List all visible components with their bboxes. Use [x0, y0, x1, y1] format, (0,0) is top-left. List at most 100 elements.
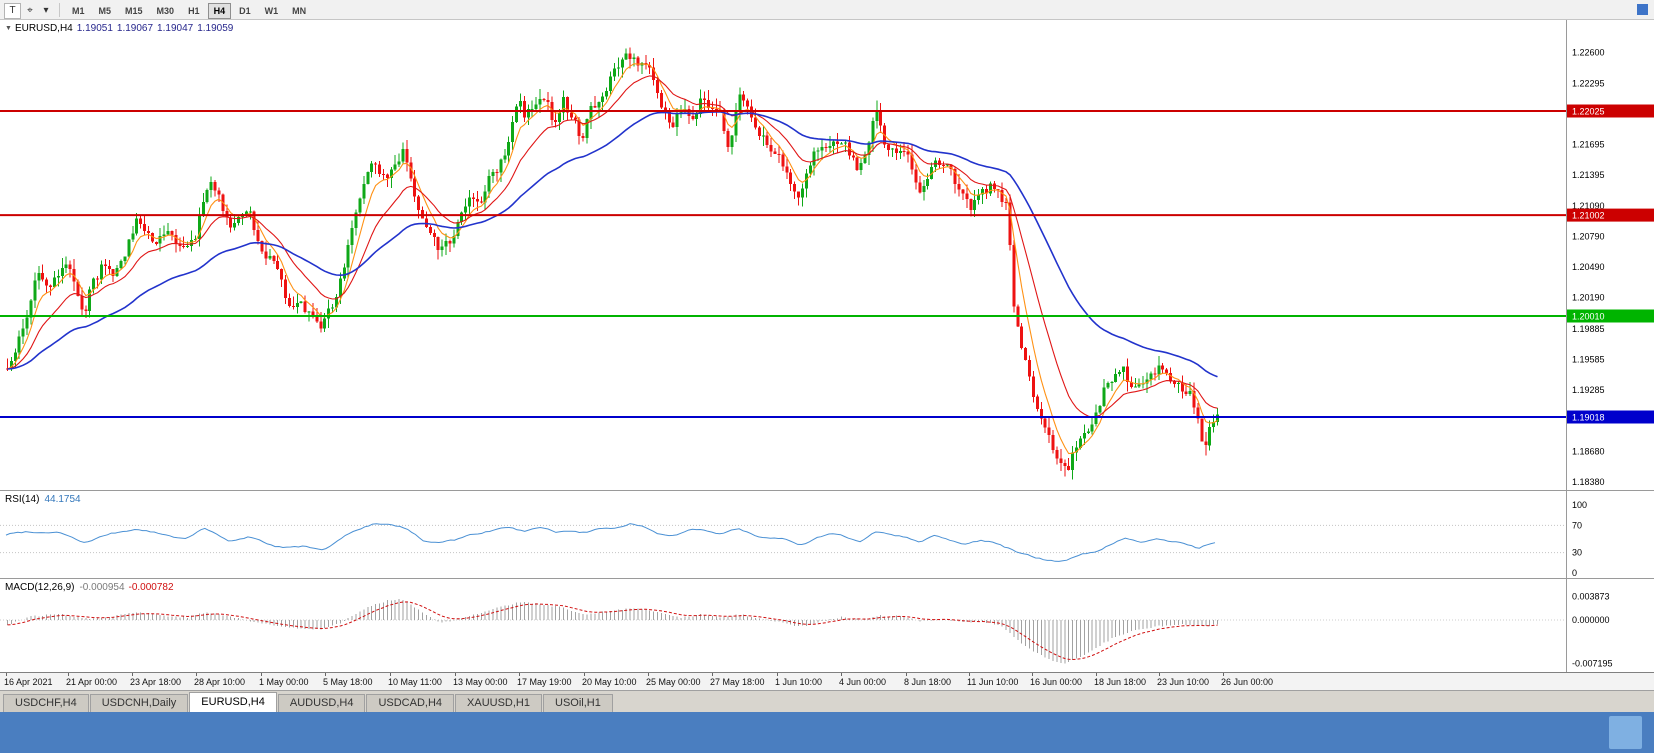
- price-tick: 1.20490: [1572, 262, 1605, 272]
- timeframe-button-m1[interactable]: M1: [72, 5, 85, 16]
- time-tick: [841, 673, 842, 676]
- chart-tab-xauusd-h1[interactable]: XAUUSD,H1: [455, 694, 542, 712]
- timeframe-toolbar: T ⌖ ▾ M1 M5 M15 M30 H1 H4 D1 W1 MN: [0, 0, 1654, 20]
- time-label: 25 May 00:00: [646, 677, 701, 687]
- macd-indicator-panel[interactable]: 0.003873 0.000000 -0.007195 MACD(12,26,9) -…: [0, 578, 1654, 673]
- time-tick: [1159, 673, 1160, 676]
- time-label: 11 Jun 10:00: [967, 677, 1019, 687]
- candles-layer: [6, 47, 1219, 480]
- time-tick: [68, 673, 69, 676]
- time-tick: [519, 673, 520, 676]
- price-tick: 1.22295: [1572, 79, 1605, 89]
- price-tick: 1.19285: [1572, 385, 1605, 395]
- time-tick: [584, 673, 585, 676]
- time-tick: [1096, 673, 1097, 676]
- timeframe-button-d1[interactable]: D1: [239, 5, 251, 16]
- chart-tab-usdcnh-daily[interactable]: USDCNH,Daily: [89, 694, 189, 712]
- timeframe-button-m5[interactable]: M5: [98, 5, 112, 16]
- price-tick: 1.22600: [1572, 48, 1605, 58]
- rsi-level-label: 0: [1572, 568, 1577, 578]
- time-tick: [969, 673, 970, 676]
- time-label: 23 Jun 10:00: [1157, 677, 1210, 687]
- price-tick: 1.18380: [1572, 477, 1605, 487]
- timeframe-button-mn[interactable]: MN: [292, 5, 307, 16]
- price-tick: 1.20190: [1572, 293, 1605, 303]
- time-label: 17 May 19:00: [517, 677, 572, 687]
- price-tag: [1567, 410, 1654, 424]
- time-axis[interactable]: 16 Apr 2021 21 Apr 00:00 23 Apr 18:00 28 Ap…: [0, 672, 1654, 690]
- timeframe-button-m15[interactable]: M15: [125, 5, 143, 16]
- price-tick: 1.21695: [1572, 140, 1605, 150]
- timeframe-button-group: M1 M5 M15 M30 H1 H4 D1 W1 MN: [65, 1, 313, 19]
- price-tick: 1.19585: [1572, 354, 1605, 364]
- svg-text:1.20010: 1.20010: [1572, 312, 1605, 322]
- chart-tab-usdchf-h4[interactable]: USDCHF,H4: [3, 694, 89, 712]
- timeframe-button-h4[interactable]: H4: [207, 2, 232, 19]
- macd-signal-line: [7, 601, 1218, 661]
- time-label: 26 Jun 00:00: [1221, 677, 1274, 687]
- price-tag: [1567, 309, 1654, 323]
- time-label: 23 Apr 18:00: [130, 677, 182, 687]
- time-tick: [1032, 673, 1033, 676]
- price-tick: 1.21090: [1572, 201, 1605, 211]
- templates-icon[interactable]: T: [4, 3, 21, 19]
- time-tick: [6, 673, 7, 676]
- time-label: 28 Apr 10:00: [194, 677, 246, 687]
- candlestick-chart-canvas[interactable]: 1.226001.222951.219951.216951.213951.210…: [0, 20, 1654, 490]
- time-tick: [196, 673, 197, 676]
- svg-text:1.22025: 1.22025: [1572, 107, 1605, 117]
- macd-axis-label: 0.000000: [1572, 615, 1610, 625]
- rsi-chart-canvas[interactable]: 100 70 30 0: [0, 491, 1654, 579]
- chart-tab-audusd-h4[interactable]: AUDUSD,H4: [277, 694, 366, 712]
- macd-chart-canvas[interactable]: 0.003873 0.000000 -0.007195: [0, 579, 1654, 673]
- taskbar-button[interactable]: [1609, 716, 1642, 749]
- macd-axis-label: -0.007195: [1572, 658, 1613, 668]
- timeframe-button-m30[interactable]: M30: [156, 5, 175, 16]
- svg-text:1.19018: 1.19018: [1572, 413, 1605, 423]
- caret-down-icon[interactable]: ▾: [43, 5, 49, 16]
- time-label: 13 May 00:00: [453, 677, 508, 687]
- timeframe-button-h1[interactable]: H1: [188, 5, 200, 16]
- time-label: 5 May 18:00: [323, 677, 373, 687]
- rsi-line: [5, 523, 1216, 562]
- time-tick: [455, 673, 456, 676]
- timeframe-button-w1[interactable]: W1: [264, 5, 279, 16]
- time-label: 21 Apr 00:00: [66, 677, 118, 687]
- toolbar-overflow-button[interactable]: [1637, 4, 1648, 15]
- time-tick: [1223, 673, 1224, 676]
- time-label: 4 Jun 00:00: [839, 677, 887, 687]
- price-tick: 1.20790: [1572, 232, 1605, 242]
- toolbar-icon-group: T ⌖ ▾: [3, 0, 54, 19]
- rsi-level-label: 30: [1572, 548, 1582, 558]
- price-tick: 1.18680: [1572, 446, 1605, 456]
- chart-tab-eurusd-h4[interactable]: EURUSD,H4: [189, 692, 277, 712]
- time-label: 1 Jun 10:00: [775, 677, 823, 687]
- crosshair-icon[interactable]: ⌖: [27, 5, 33, 16]
- time-tick: [777, 673, 778, 676]
- time-tick: [390, 673, 391, 676]
- price-tick: 1.21395: [1572, 170, 1605, 180]
- chart-tab-usoil-h1[interactable]: USOil,H1: [543, 694, 613, 712]
- time-tick: [712, 673, 713, 676]
- time-label: 27 May 18:00: [710, 677, 765, 687]
- rsi-indicator-panel[interactable]: 100 70 30 0 RSI(14) 44.1754: [0, 490, 1654, 579]
- price-chart-panel[interactable]: 1.226001.222951.219951.216951.213951.210…: [0, 20, 1654, 490]
- time-tick: [261, 673, 262, 676]
- svg-text:1.21002: 1.21002: [1572, 211, 1605, 221]
- price-tag: [1567, 208, 1654, 222]
- time-tick: [132, 673, 133, 676]
- time-label: 20 May 10:00: [582, 677, 637, 687]
- time-tick: [906, 673, 907, 676]
- price-tag: [1567, 104, 1654, 118]
- price-tick: 1.19885: [1572, 324, 1605, 334]
- time-label: 10 May 11:00: [388, 677, 442, 687]
- macd-histogram: [7, 598, 1218, 664]
- time-label: 16 Jun 00:00: [1030, 677, 1083, 687]
- chart-tab-usdcad-h4[interactable]: USDCAD,H4: [366, 694, 455, 712]
- time-label: 16 Apr 2021: [4, 677, 53, 687]
- time-label: 18 Jun 18:00: [1094, 677, 1147, 687]
- toolbar-separator: [59, 2, 60, 17]
- status-bar: [0, 712, 1654, 753]
- rsi-level-label: 70: [1572, 520, 1582, 530]
